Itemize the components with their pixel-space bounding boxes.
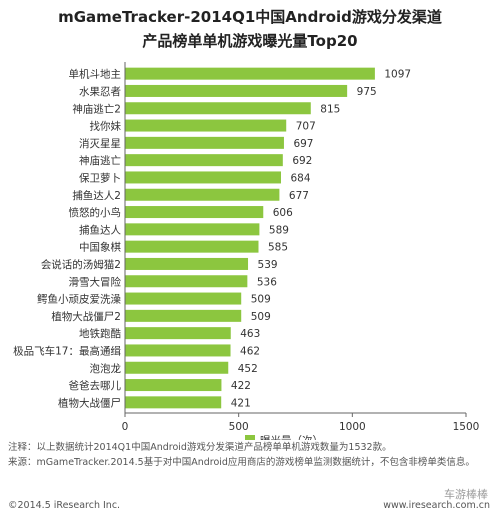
category-label: 泡泡龙 <box>90 362 122 375</box>
value-label: 589 <box>269 224 289 236</box>
bar <box>125 240 259 253</box>
value-label: 509 <box>251 311 271 323</box>
category-label: 爸爸去哪儿 <box>69 379 122 392</box>
bar <box>125 379 222 392</box>
bar <box>125 257 249 270</box>
copyright: ©2014.5 iResearch Inc. <box>8 500 121 511</box>
bar <box>125 275 248 288</box>
bar <box>125 309 242 322</box>
bar <box>125 102 311 115</box>
value-label: 975 <box>357 86 377 98</box>
value-label: 536 <box>257 276 277 288</box>
category-label: 会说话的汤姆猫2 <box>41 258 121 271</box>
category-label: 神庙逃亡 <box>79 154 121 167</box>
x-tick-label: 0 <box>122 421 129 433</box>
bar <box>125 292 242 305</box>
value-label: 815 <box>320 103 340 115</box>
legend-label: 曝光量（次） <box>260 434 323 440</box>
bar <box>125 188 280 201</box>
chart-title-line2: 产品榜单单机游戏曝光量Top20 <box>142 32 358 50</box>
x-tick-label: 1500 <box>453 421 480 433</box>
category-label: 极品飞车17：最高通缉 <box>13 344 121 357</box>
legend-swatch <box>245 435 255 440</box>
category-label: 植物大战僵尸 <box>58 396 121 409</box>
category-label: 滑雪大冒险 <box>69 275 122 288</box>
category-label: 找你妹 <box>90 120 122 133</box>
bar <box>125 361 229 374</box>
bar <box>125 119 287 132</box>
chart-title-line1: mGameTracker-2014Q1中国Android游戏分发渠道 <box>58 8 442 26</box>
value-label: 463 <box>240 328 260 340</box>
site-url: www.iresearch.com.cn <box>383 500 490 511</box>
value-label: 585 <box>268 242 288 254</box>
category-label: 鳄鱼小顽皮爱洗澡 <box>37 293 121 306</box>
value-label: 707 <box>296 121 316 133</box>
value-label: 1097 <box>384 69 411 81</box>
value-label: 421 <box>231 397 251 409</box>
value-label: 539 <box>258 259 278 271</box>
category-label: 捕鱼达人 <box>79 223 121 236</box>
category-label: 愤怒的小鸟 <box>69 206 122 219</box>
bar <box>125 206 264 219</box>
category-label: 中国象棋 <box>79 241 121 254</box>
source-line: 来源：mGameTracker.2014.5基于对中国Android应用商店的游… <box>8 457 475 468</box>
category-label: 水果忍者 <box>79 86 121 98</box>
note-line: 注释：以上数据统计2014Q1中国Android游戏分发渠道产品榜单单机游戏数量… <box>8 442 392 453</box>
bar <box>125 223 260 236</box>
value-label: 606 <box>273 207 293 219</box>
bar <box>125 171 281 184</box>
category-label: 单机斗地主 <box>69 68 122 81</box>
value-label: 697 <box>293 138 313 150</box>
watermark: 车游棒棒 <box>444 488 488 501</box>
category-label: 地铁跑酷 <box>79 327 121 340</box>
x-tick-label: 500 <box>229 421 249 433</box>
category-label: 保卫萝卜 <box>79 171 121 184</box>
bar <box>125 84 348 97</box>
x-tick-label: 1000 <box>339 421 366 433</box>
value-label: 684 <box>290 172 310 184</box>
value-label: 452 <box>238 363 258 375</box>
bar <box>125 154 283 167</box>
bar-chart: 单机斗地主 1097 水果忍者 975 神庙逃亡2 815 找你妹 707 消灭星星 697 神庙逃… <box>13 62 480 440</box>
value-label: 692 <box>292 155 312 167</box>
value-label: 462 <box>240 345 260 357</box>
value-label: 509 <box>251 294 271 306</box>
bar <box>125 136 284 149</box>
bar <box>125 67 375 80</box>
category-label: 捕鱼达人2 <box>72 189 121 202</box>
bar <box>125 327 231 340</box>
bar <box>125 344 231 357</box>
category-label: 消灭星星 <box>79 137 121 150</box>
notes: 注释：以上数据统计2014Q1中国Android游戏分发渠道产品榜单单机游戏数量… <box>8 440 488 470</box>
value-label: 422 <box>231 380 251 392</box>
category-label: 植物大战僵尸2 <box>51 310 121 323</box>
bar <box>125 396 222 409</box>
category-label: 神庙逃亡2 <box>72 102 121 115</box>
value-label: 677 <box>289 190 309 202</box>
